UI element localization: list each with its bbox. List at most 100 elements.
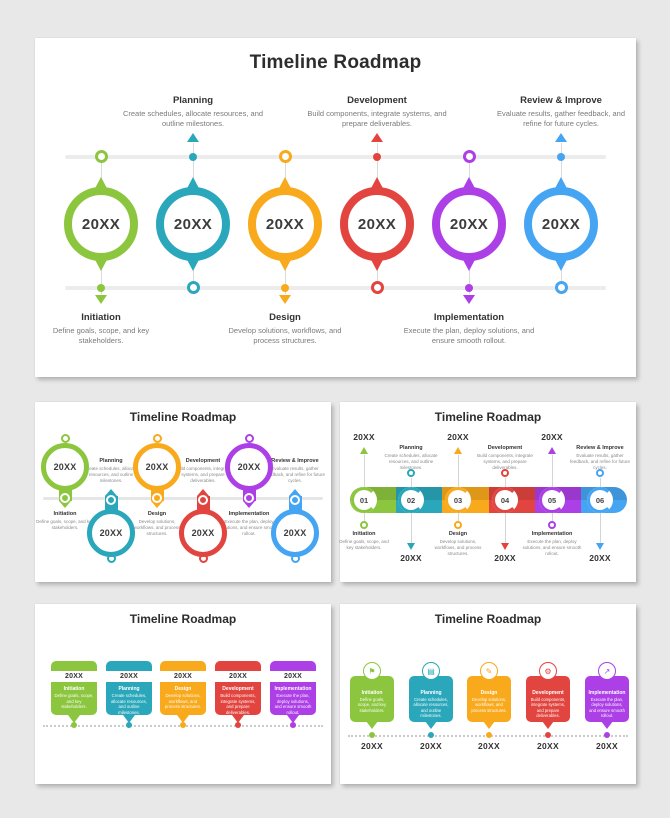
step-number: 06	[595, 495, 605, 505]
dot-marker	[428, 732, 434, 738]
phase-title: Planning	[118, 686, 140, 692]
step-number: 04	[500, 495, 510, 505]
ring-marker	[60, 434, 70, 443]
implementation-icon: ↗	[598, 662, 616, 680]
year-label: 20XX	[81, 215, 121, 233]
phase-title: Initiation	[361, 690, 383, 696]
stem-ring	[60, 493, 70, 503]
ring-marker	[554, 281, 568, 294]
year-circle: 20XX	[133, 443, 181, 491]
connector-line	[410, 478, 412, 487]
phase-description: Evaluate results, gather feedback, and r…	[264, 466, 326, 483]
phase-title: Design	[448, 531, 468, 537]
dot-marker	[281, 284, 289, 292]
year-label: 20XX	[478, 741, 500, 751]
ring-marker	[278, 150, 292, 163]
step-arc	[539, 487, 565, 513]
initiation-icon: ⚑	[363, 662, 381, 680]
ring-marker	[407, 469, 415, 477]
phase-card: Design Develop solutions, workflows, and…	[467, 676, 511, 722]
slide-lollipop-preview[interactable]: Timeline Roadmap 20XX Initiation Define …	[35, 402, 331, 582]
card-tail	[483, 721, 495, 729]
phase-description: Execute the plan, deploy solutions, and …	[403, 326, 535, 345]
slide-cards-preview[interactable]: Timeline Roadmap 20XX Initiation Define …	[35, 604, 331, 784]
ring-marker	[370, 281, 384, 294]
dot-marker	[235, 722, 241, 728]
step-arc	[492, 487, 518, 513]
phase-label-block: Implementation Execute the plan, deploy …	[394, 312, 544, 346]
year-label: 20XX	[589, 553, 611, 563]
down-arrow-icon	[595, 543, 604, 550]
step-arc	[445, 487, 471, 513]
phase-card: 20XX Planning Create schedules, allocate…	[106, 661, 152, 715]
connector-line	[363, 513, 365, 521]
timeline-band	[350, 487, 627, 513]
phase-title: Development	[487, 445, 523, 451]
phase-description: Create schedules, allocate resources, an…	[413, 697, 449, 718]
step-number: 01	[359, 495, 369, 505]
stem-ring	[152, 493, 162, 503]
year-circle: 20XX	[87, 509, 135, 557]
connector-line	[599, 513, 601, 543]
phase-description: Define goals, scope, and key stakeholder…	[52, 326, 150, 345]
phase-label-block: Planning Create schedules, allocate reso…	[80, 458, 142, 484]
stem-ring	[198, 495, 208, 505]
year-banner: 20XX	[51, 671, 97, 682]
year-ring	[64, 187, 138, 261]
connector-line	[363, 455, 365, 487]
slide-main-preview[interactable]: Timeline Roadmap 20XX Initiation Define …	[35, 38, 636, 377]
dot-marker	[545, 732, 551, 738]
phase-label-block: Implementation Execute the plan, deploy …	[522, 531, 582, 557]
card-tail	[232, 715, 244, 723]
phase-title: Implementation	[274, 686, 312, 692]
phase-title: Initiation	[53, 511, 77, 517]
phase-description: Define goals, scope, and key stakeholder…	[357, 697, 387, 713]
year-label: 20XX	[99, 528, 123, 538]
phase-card: Planning Create schedules, allocate reso…	[409, 676, 453, 722]
phase-description: Build components, integrate systems, and…	[477, 453, 533, 470]
phase-label-block: Review & Improve Evaluate results, gathe…	[487, 95, 635, 129]
phase-description: Build components, integrate systems, and…	[530, 697, 566, 718]
ring-marker	[152, 434, 162, 443]
ring-marker	[454, 521, 462, 529]
year-label: 20XX	[494, 553, 516, 563]
up-arrow-icon	[371, 133, 383, 142]
ring-marker	[360, 521, 368, 529]
phase-label-block: Design Develop solutions, workflows, and…	[430, 531, 486, 557]
dot-marker	[604, 732, 610, 738]
stem-tip	[288, 489, 301, 496]
phase-title: Implementation	[531, 531, 573, 537]
step-circle: 01	[351, 487, 377, 513]
step-circle: 04	[492, 487, 518, 513]
card-tail	[425, 721, 437, 729]
dot-marker	[369, 732, 375, 738]
year-label: 20XX	[237, 462, 261, 472]
phase-label-block: Review & Improve Evaluate results, gathe…	[262, 458, 328, 484]
year-circle: 20XX	[225, 443, 273, 491]
connector-line	[551, 455, 553, 487]
year-ring	[340, 187, 414, 261]
connector-line	[504, 478, 506, 487]
connector-line	[551, 513, 553, 521]
year-label: 20XX	[541, 432, 563, 442]
phase-title: Review & Improve	[271, 458, 319, 464]
slide-title: Timeline Roadmap	[249, 52, 422, 73]
slide-tags-preview[interactable]: Timeline Roadmap Initiation Define goals…	[340, 604, 636, 784]
phase-title: Development	[532, 690, 564, 696]
slide-title: Timeline Roadmap	[434, 612, 542, 626]
step-arc	[587, 487, 613, 513]
ring-marker	[462, 150, 476, 163]
phase-description: Develop solutions, workflows, and proces…	[228, 326, 342, 345]
card-tail	[68, 715, 80, 723]
slide-arrow-band-preview[interactable]: Timeline Roadmap 20XX 01 Initiation Defi…	[339, 402, 636, 582]
year-banner: 20XX	[270, 671, 316, 682]
year-circle: 20XX	[271, 509, 319, 557]
step-circle: 03	[445, 487, 471, 513]
up-arrow-icon	[555, 133, 567, 142]
connector-line	[504, 513, 506, 543]
stem-ring	[290, 495, 300, 505]
phase-title: Development	[222, 686, 254, 692]
year-banner: 20XX	[106, 671, 152, 682]
stem-tip	[58, 501, 71, 508]
